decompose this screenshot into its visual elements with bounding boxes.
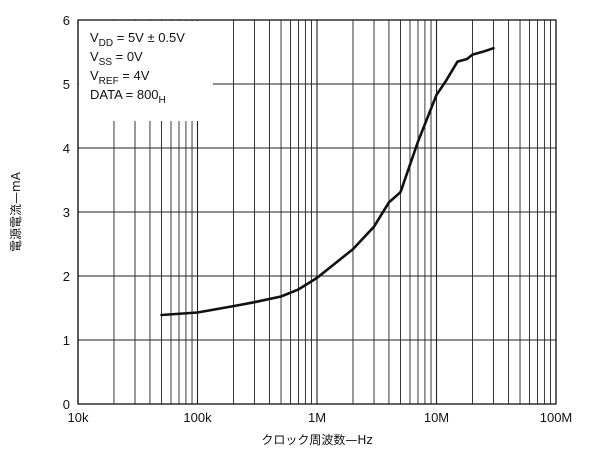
y-tick-label: 1 [63,333,70,348]
x-tick-label: 10k [68,410,89,425]
y-tick-label: 2 [63,269,70,284]
y-tick-label: 4 [63,141,70,156]
y-tick-label: 5 [63,77,70,92]
y-tick-label: 0 [63,397,70,412]
annotation-line: VDD = 5V ± 0.5V [90,30,185,49]
x-tick-label: 1M [308,410,326,425]
annotation-line: VREF = 4V [90,68,150,87]
x-tick-label: 100k [183,410,212,425]
x-tick-label: 10M [424,410,449,425]
plot-frame [77,19,557,405]
y-tick-label: 6 [63,13,70,28]
series-layer [160,46,495,317]
y-axis-ticks: 0 1 2 3 4 5 6 [63,13,70,412]
series-line [160,46,495,317]
y-axis-title: 電源電流—mA [9,171,23,252]
y-tick-label: 3 [63,205,70,220]
annotation-background [79,21,213,121]
annotation-line: DATA = 800H [90,87,166,106]
x-tick-label: 100M [540,410,573,425]
x-axis-ticks: 10k 100k 1M 10M 100M [68,410,573,425]
x-axis-title: クロック周波数—Hz [261,432,372,447]
annotation-line: VSS = 0V [90,49,143,68]
